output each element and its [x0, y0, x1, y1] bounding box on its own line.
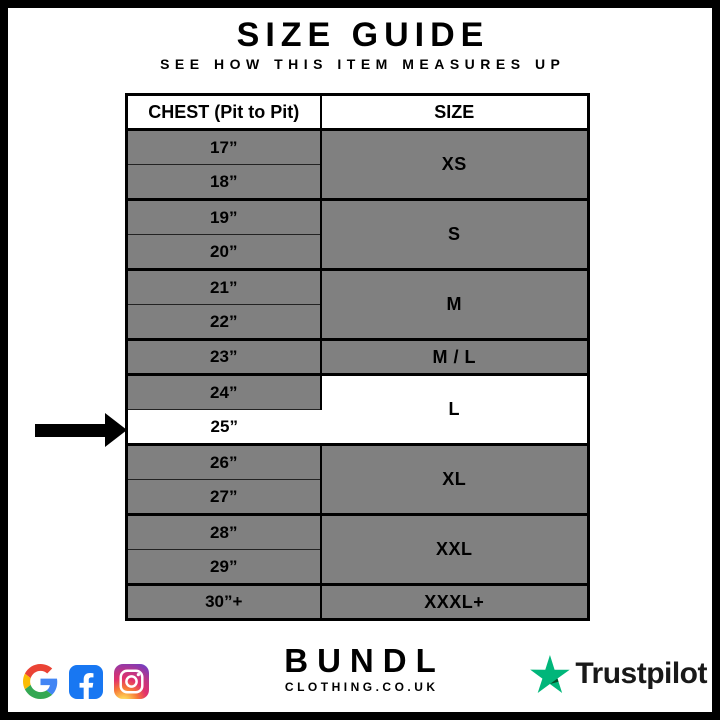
size-cell: XXXL+ [320, 584, 589, 621]
size-table-body: 17” XS 18” 19” S 20” 21” M 22” 23” M / L 24” L 25” 26”… [126, 129, 589, 621]
size-cell: S [320, 199, 589, 271]
page-subtitle: SEE HOW THIS ITEM MEASURES UP [160, 56, 566, 72]
table-row: 17” XS [126, 129, 589, 201]
chest-cell: 29” [126, 549, 322, 586]
chest-cell: 25” [126, 409, 321, 446]
table-row: 21” M [126, 269, 589, 341]
chest-cell: 21” [126, 269, 322, 305]
size-cell: XL [320, 444, 589, 516]
table-row: 25” [126, 409, 589, 446]
size-cell: M / L [320, 339, 589, 376]
size-cell: L [320, 374, 589, 446]
brand-logo: BUNDL CLOTHING.CO.UK [8, 642, 712, 694]
table-row: 30”+ XXXL+ [126, 584, 589, 621]
chest-cell: 27” [126, 479, 322, 516]
chest-column-header: CHEST (Pit to Pit) [126, 94, 322, 131]
arrow-shaft [35, 424, 105, 437]
table-row: 23” M / L [126, 339, 589, 376]
size-cell: XS [320, 129, 589, 201]
table-row: 18” [126, 164, 589, 201]
chest-cell: 17” [126, 129, 322, 165]
trustpilot-logo[interactable]: Trustpilot [530, 655, 707, 693]
size-column-header: SIZE [320, 94, 589, 131]
social-links [23, 664, 149, 699]
table-row: 28” XXL [126, 514, 589, 586]
table-row: 20” [126, 234, 589, 271]
google-icon[interactable] [23, 664, 58, 699]
trustpilot-star-icon [530, 655, 571, 693]
facebook-icon[interactable] [69, 664, 103, 699]
table-row: 19” S [126, 199, 589, 271]
table-row: 27” [126, 479, 589, 516]
chest-cell: 24” [126, 374, 322, 410]
table-row: 29” [126, 549, 589, 586]
table-row: 24” L [126, 374, 589, 446]
chest-cell: 26” [126, 444, 322, 480]
size-table-wrapper: CHEST (Pit to Pit) SIZE 17” XS 18” 19” S 20” 2… [125, 93, 590, 621]
chest-cell: 23” [126, 339, 322, 376]
table-row: 22” [126, 304, 589, 341]
size-cell: M [320, 269, 589, 341]
trustpilot-label: Trustpilot [575, 657, 707, 690]
page-title: SIZE GUIDE [236, 16, 490, 54]
highlight-arrow-icon [35, 413, 127, 448]
arrow-head [105, 413, 127, 447]
chest-cell: 30”+ [126, 584, 322, 620]
chest-cell: 28” [126, 514, 322, 550]
instagram-icon[interactable] [114, 664, 149, 699]
chest-cell: 18” [126, 164, 322, 201]
table-row: 26” XL [126, 444, 589, 516]
chest-cell: 19” [126, 199, 322, 235]
size-cell: XXL [320, 514, 589, 586]
brand-name: BUNDL [284, 642, 445, 679]
table-header-row: CHEST (Pit to Pit) SIZE [126, 94, 589, 131]
size-table: CHEST (Pit to Pit) SIZE 17” XS 18” 19” S 20” 2… [125, 93, 590, 621]
chest-cell: 22” [126, 304, 322, 341]
brand-tagline: CLOTHING.CO.UK [284, 679, 439, 694]
chest-cell: 20” [126, 234, 322, 271]
